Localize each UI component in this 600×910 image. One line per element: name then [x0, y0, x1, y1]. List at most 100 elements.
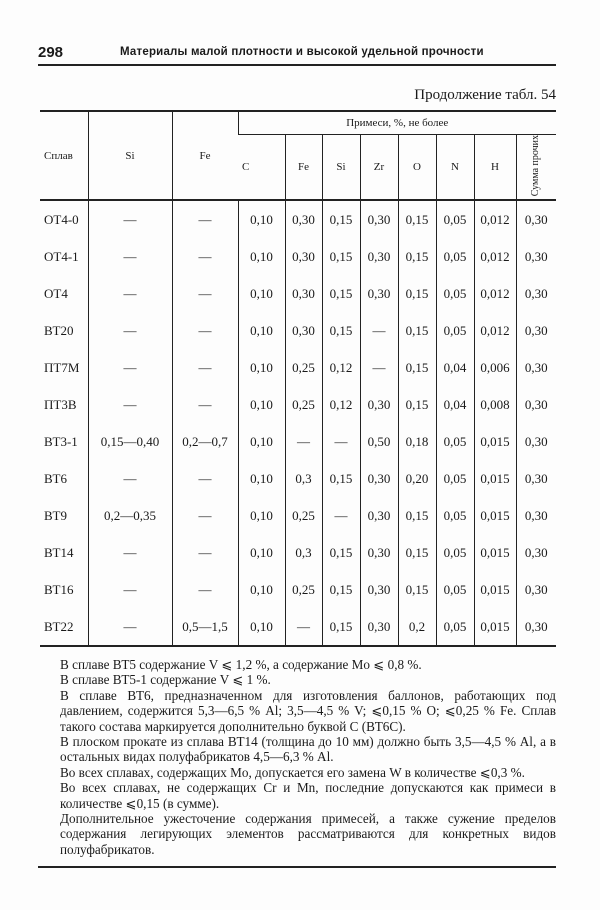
alloy-name: ПТ3В — [44, 396, 77, 412]
cell-value: — — [87, 275, 172, 313]
cell-value: 0,30 — [515, 238, 556, 276]
header-label: Fe — [298, 161, 309, 174]
cell-value: 0,5—1,5 — [171, 608, 238, 647]
cell-value: 0,15 — [397, 386, 436, 424]
header-impurity-7: Сумма прочих — [515, 134, 556, 201]
cell-value: 0,15 — [321, 275, 360, 313]
cell-value: 0,25 — [284, 386, 322, 424]
cell-value: 0,15 — [397, 200, 436, 239]
table-row: ВТ22—0,5—1,5 0,10—0,15 0,30 0,2 0,05 0,015 0,3… — [40, 608, 556, 647]
header-impurities: Примеси, %, не более — [237, 111, 556, 135]
cell-value: — — [171, 460, 238, 498]
cell-value: — — [171, 349, 238, 387]
cell-value: — — [87, 200, 172, 239]
cell-value: 0,05 — [435, 608, 474, 647]
header-label: C — [242, 161, 250, 174]
cell-value: 0,25 — [284, 349, 322, 387]
header-impurity-0: C — [238, 135, 285, 201]
cell-value: — — [87, 460, 172, 498]
page-number: 298 — [38, 44, 64, 61]
header-label: N — [451, 161, 459, 174]
cell-value: 0,012 — [473, 238, 516, 276]
bottom-rule — [38, 866, 556, 868]
note-paragraph: В сплаве ВТ6, предназначенном для изгото… — [60, 687, 556, 734]
cell-value: 0,10 — [237, 386, 285, 424]
alloy-name: ОТ4-1 — [44, 248, 79, 264]
header-label: O — [413, 161, 421, 174]
cell-value: — — [171, 497, 238, 535]
cell-value: 0,15 — [397, 238, 436, 276]
cell-value: 0,30 — [515, 312, 556, 350]
cell-value: 0,10 — [237, 200, 285, 239]
cell-value: 0,05 — [435, 312, 474, 350]
cell-value: — — [87, 608, 172, 647]
table-row: ПТ3В — —0,10 0,25 0,12 0,30 0,15 0,04 0,008 0,30 — [40, 386, 556, 424]
cell-value: 0,30 — [515, 608, 556, 647]
cell-value: 0,15 — [397, 312, 436, 350]
cell-value: 0,30 — [284, 238, 322, 276]
cell-value: 0,30 — [359, 460, 398, 498]
header-fe: Fe — [171, 111, 238, 201]
note-paragraph: В сплаве ВТ5-1 содержание V ⩽ 1 %. — [60, 672, 271, 688]
cell-value: 0,05 — [435, 275, 474, 313]
cell-value: 0,10 — [237, 571, 285, 609]
cell-value: 0,15 — [397, 275, 436, 313]
table-row: ОТ4-0— —0,10 0,30 0,15 0,30 0,15 0,05 0,012 0,30 — [40, 200, 556, 239]
alloy-name: ВТ6 — [44, 470, 67, 486]
cell-value: 0,015 — [473, 460, 516, 498]
header-impurity-1: Fe — [284, 134, 322, 201]
cell-value: — — [171, 571, 238, 609]
cell-value: 0,30 — [359, 386, 398, 424]
cell-value: 0,015 — [473, 497, 516, 535]
alloy-name: ВТ20 — [44, 322, 74, 338]
alloy-name: ВТ22 — [44, 618, 74, 634]
note-paragraph: Во всех сплавах, не содержащих Cr и Mn, … — [60, 780, 556, 811]
cell-value: 0,10 — [237, 423, 285, 461]
cell-value: 0,015 — [473, 608, 516, 647]
cell-value: — — [171, 312, 238, 350]
cell-value: 0,10 — [237, 275, 285, 313]
alloy-name: ОТ4 — [44, 285, 68, 301]
cell-value: 0,10 — [237, 608, 285, 647]
table-row: ОТ4— —0,10 0,30 0,15 0,30 0,15 0,05 0,012 0,30 — [40, 275, 556, 313]
cell-value: 0,20 — [397, 460, 436, 498]
header-label: Zr — [373, 161, 385, 174]
note-paragraph: В плоском прокате из сплава ВТ14 (толщин… — [60, 734, 556, 765]
cell-value: 0,10 — [237, 497, 285, 535]
cell-value: 0,15 — [397, 497, 436, 535]
cell-value: 0,012 — [473, 275, 516, 313]
cell-value: — — [87, 312, 172, 350]
cell-value: 0,012 — [473, 312, 516, 350]
table-row: ПТ7М — —0,10 0,25 0,12—0,15 0,04 0,006 0,30 — [40, 349, 556, 387]
cell-value: 0,30 — [515, 200, 556, 239]
alloy-name: ВТ14 — [44, 544, 74, 560]
cell-value: 0,015 — [473, 571, 516, 609]
cell-value: 0,10 — [237, 349, 285, 387]
cell-value: 0,10 — [237, 238, 285, 276]
table-row: ВТ14— —0,10 0,3 0,15 0,30 0,15 0,05 0,015 0,30 — [40, 534, 556, 572]
note-paragraph: Дополнительное ужесточение содержания пр… — [60, 811, 556, 857]
table-notes: В сплаве ВТ5 содержание V ⩽ 1,2 %, а сод… — [60, 657, 556, 857]
cell-value: 0,12 — [321, 386, 360, 424]
table-row: ВТ9 0,2—0,35—0,10 0,25—0,30 0,15 0,05 0,015 0,… — [40, 497, 556, 535]
cell-value: — — [321, 497, 360, 535]
cell-value: 0,30 — [359, 571, 398, 609]
header-label: Si — [336, 161, 346, 174]
cell-value: 0,2—0,35 — [87, 497, 172, 535]
cell-value: 0,15—0,40 — [87, 423, 172, 461]
cell-value: 0,05 — [435, 571, 474, 609]
cell-value: 0,18 — [397, 423, 436, 461]
header-label: H — [491, 161, 499, 174]
cell-value: 0,15 — [321, 312, 360, 350]
cell-value: 0,30 — [284, 200, 322, 239]
cell-value: 0,008 — [473, 386, 516, 424]
running-header: 298 Материалы малой плотности и высокой … — [38, 44, 556, 66]
cell-value: 0,30 — [515, 349, 556, 387]
cell-value: 0,012 — [473, 200, 516, 239]
cell-value: 0,10 — [237, 312, 285, 350]
cell-value: 0,05 — [435, 238, 474, 276]
cell-value: 0,15 — [397, 534, 436, 572]
cell-value: 0,30 — [515, 386, 556, 424]
cell-value: 0,05 — [435, 497, 474, 535]
